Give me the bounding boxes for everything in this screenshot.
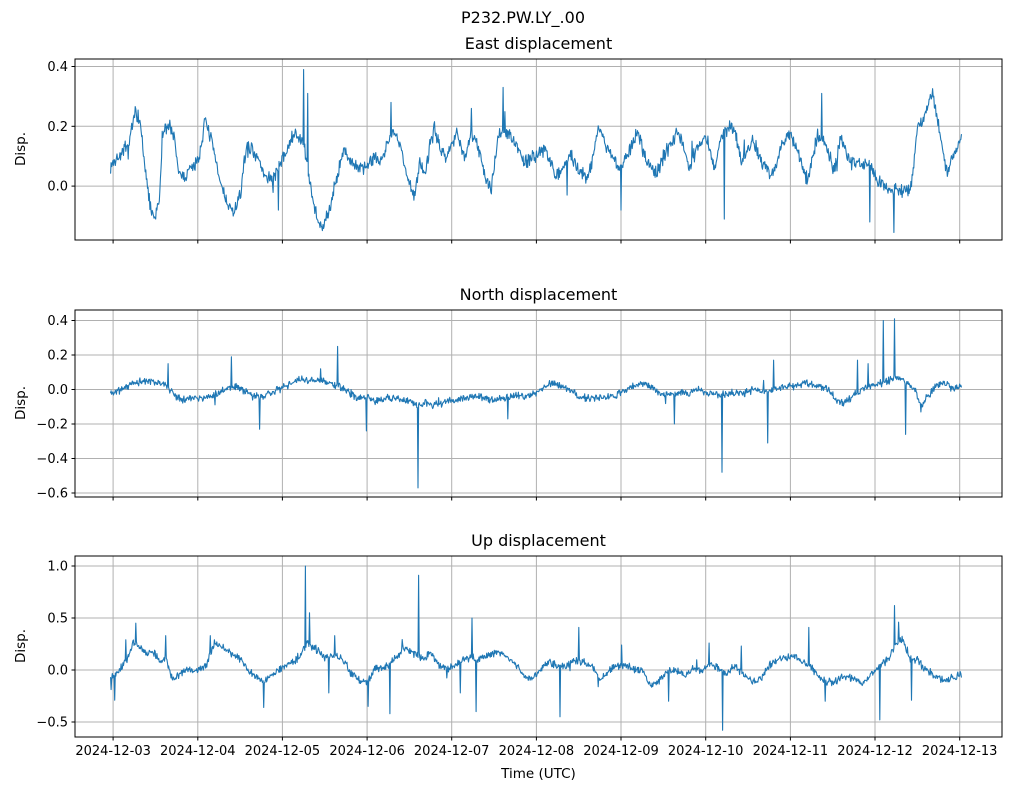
axis-ticks: −0.6 −0.4 −0.2 0.0 0.2 0.4 [36, 314, 961, 502]
axis-ticks: 0.0 0.2 0.4 [47, 60, 961, 244]
x-tick-label: 2024-12-07 [414, 744, 490, 759]
grid-lines [75, 556, 1002, 737]
north-panel-title: North displacement [459, 285, 618, 304]
north-panel: −0.6 −0.4 −0.2 0.0 0.2 0.4 [36, 309, 1003, 502]
x-tick-label: 2024-12-12 [837, 744, 913, 759]
grid-lines [75, 310, 1002, 497]
up-panel-title: Up displacement [471, 531, 606, 550]
x-axis-label: Time (UTC) [501, 766, 576, 782]
y-tick-label: 0.4 [47, 60, 68, 75]
x-tick-label: 2024-12-04 [160, 744, 236, 759]
x-tick-label: 2024-12-11 [753, 744, 829, 759]
y-tick-label: 0.4 [47, 314, 68, 329]
x-tick-label: 2024-12-08 [499, 744, 575, 759]
east-panel-title: East displacement [464, 34, 613, 53]
up-panel: 2024-12-03 2024-12-04 2024-12-05 2024-12-06… [36, 555, 1003, 760]
y-tick-label: −0.2 [36, 418, 68, 433]
axes-spine [74, 309, 1003, 498]
figure-title: P232.PW.LY_.00 [461, 8, 585, 27]
y-tick-label: −0.6 [36, 487, 68, 502]
series-line [110, 565, 962, 731]
y-tick-label: −0.4 [36, 452, 68, 467]
axes-spine [74, 555, 1003, 738]
east-panel: 0.0 0.2 0.4 [47, 58, 1003, 244]
x-tick-label: 2024-12-13 [922, 744, 998, 759]
y-tick-label: 1.0 [47, 560, 68, 575]
y-tick-label: −0.5 [36, 716, 68, 731]
y-tick-label: 0.2 [47, 349, 68, 364]
x-tick-label: 2024-12-05 [245, 744, 321, 759]
y-tick-label: 0.0 [47, 180, 68, 195]
y-tick-label: 0.0 [47, 383, 68, 398]
y-tick-label: 0.2 [47, 120, 68, 135]
x-tick-label: 2024-12-06 [329, 744, 405, 759]
series-line [110, 68, 962, 234]
grid-lines [75, 59, 1002, 240]
x-tick-label: 2024-12-10 [668, 744, 744, 759]
x-tick-label: 2024-12-09 [583, 744, 659, 759]
series-line [110, 318, 962, 489]
axes-spine [74, 58, 1003, 241]
y-tick-label: 0.5 [47, 612, 68, 627]
x-tick-label: 2024-12-03 [75, 744, 151, 759]
y-tick-label: 0.0 [47, 664, 68, 679]
axis-ticks: 2024-12-03 2024-12-04 2024-12-05 2024-12-06… [36, 560, 997, 760]
